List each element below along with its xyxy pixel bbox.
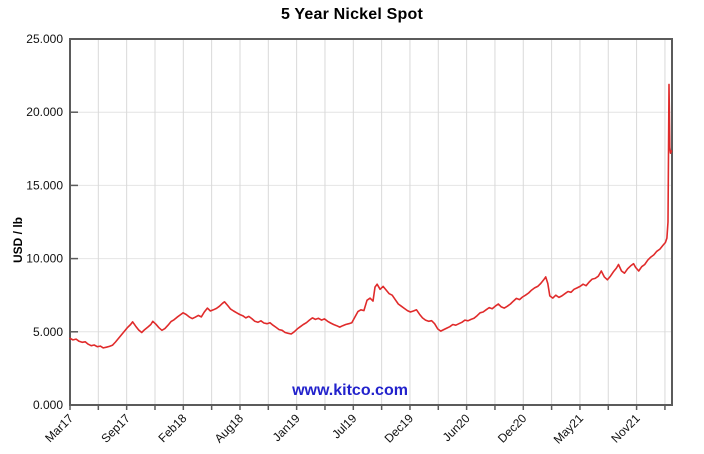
y-tick-label: 25.000: [26, 32, 63, 46]
x-tick-label: Feb18: [155, 411, 189, 445]
y-tick-label: 5.000: [33, 325, 63, 339]
x-tick-label: Mar17: [42, 411, 76, 445]
x-tick-label: May21: [551, 411, 587, 447]
x-tick-label: Dec19: [382, 411, 417, 446]
x-tick-label: Sep17: [98, 411, 133, 446]
y-tick-label: 20.000: [26, 105, 63, 119]
x-tick-label: Jan19: [270, 411, 303, 444]
plot-border: [69, 38, 673, 406]
y-tick-label: 15.000: [26, 178, 63, 192]
y-tick-label: 0.000: [33, 398, 63, 412]
x-tick-label: Aug18: [212, 411, 247, 446]
x-tick-label: Jul19: [329, 411, 359, 441]
kitco-watermark: www.kitco.com: [292, 382, 408, 399]
x-tick-label: Dec20: [495, 411, 530, 446]
y-tick-label: 10.000: [26, 252, 63, 266]
chart-title: 5 Year Nickel Spot: [280, 6, 424, 23]
x-tick-label: Jun20: [440, 411, 473, 444]
x-tick-label: Nov21: [608, 411, 643, 446]
price-line: [69, 83, 673, 349]
